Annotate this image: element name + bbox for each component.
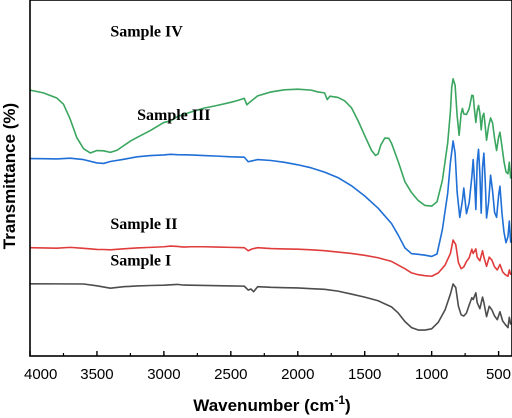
series-labels-group: Sample I Sample II Sample III Sample IV — [110, 24, 210, 270]
series-label-sample-iii: Sample III — [137, 107, 210, 124]
series-line-sample-i — [29, 282, 512, 331]
series-line-sample-ii — [29, 239, 512, 278]
x-axis-title: Wavenumber (cm-1) — [193, 393, 350, 415]
x-tick-label-3500: 3500 — [80, 366, 113, 383]
y-axis-title: Transmittance (%) — [0, 103, 19, 249]
series-group — [29, 78, 512, 331]
series-line-sample-iv — [29, 78, 512, 207]
x-tick-label-4000: 4000 — [24, 366, 57, 383]
x-tick-label-1500: 1500 — [348, 366, 381, 383]
x-tick-label-3000: 3000 — [147, 366, 180, 383]
x-tick-label-500: 500 — [486, 366, 511, 383]
series-label-sample-iv: Sample IV — [110, 24, 183, 41]
x-tick-label-2500: 2500 — [214, 366, 247, 383]
series-line-sample-iii — [29, 140, 512, 258]
x-ticks-group: 4000 3500 3000 2500 2000 1500 1000 500 — [24, 351, 511, 383]
x-tick-label-1000: 1000 — [415, 366, 448, 383]
plot-frame — [29, 0, 512, 357]
series-label-sample-i: Sample I — [110, 252, 171, 269]
series-label-sample-ii: Sample II — [110, 216, 177, 233]
x-tick-label-2000: 2000 — [281, 366, 314, 383]
